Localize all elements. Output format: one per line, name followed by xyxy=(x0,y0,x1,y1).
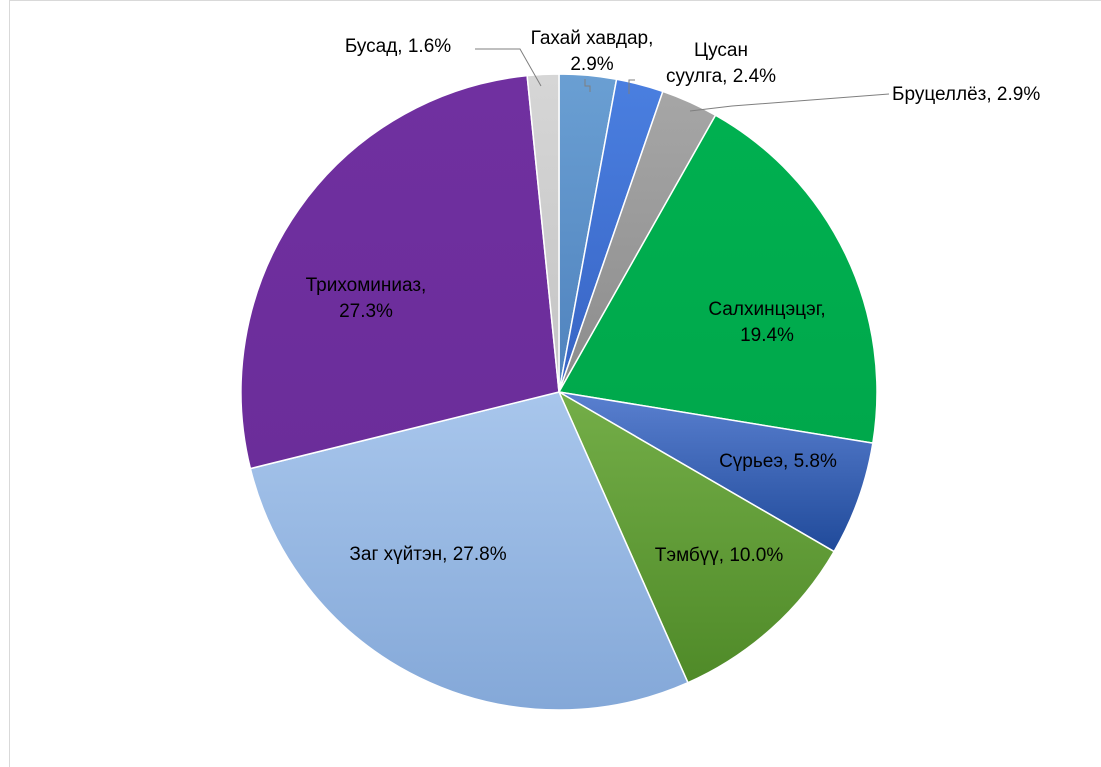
label-suriee-line-1: Сүрьеэ, 5.8% xyxy=(719,451,837,472)
label-busad: Бусад, 1.6% xyxy=(345,36,451,57)
label-trikhominiaz: Трихоминиаз, 27.3% xyxy=(306,275,427,322)
label-tsusan-suulga-leader-line xyxy=(628,79,635,94)
label-tembuu-line-1: Тэмбүү, 10.0% xyxy=(655,545,784,566)
label-trikhominiaz-line-2: 27.3% xyxy=(339,301,393,322)
slice-tembuu xyxy=(557,390,836,684)
label-brutsellyoz-leader-line xyxy=(689,93,890,112)
label-tsusan-suulga-line-1: Цусан xyxy=(694,40,748,61)
slice-trikhominiaz xyxy=(240,74,560,470)
slice-busad xyxy=(526,73,560,393)
slice-salkhintsetseg xyxy=(557,114,878,445)
label-tembuu: Тэмбүү, 10.0% xyxy=(655,545,784,566)
label-trikhominiaz-line-1: Трихоминиаз, xyxy=(306,275,427,296)
label-gahai-khavdar-leader-line xyxy=(584,79,591,92)
label-salkhintsetseg-line-1: Салхинцэцэг, xyxy=(708,299,825,320)
label-brutsellyoz-line-1: Бруцеллёз, 2.9% xyxy=(892,84,1040,105)
label-suriee: Сүрьеэ, 5.8% xyxy=(719,451,837,472)
label-gahai-khavdar: Гахай хавдар, 2.9% xyxy=(531,28,654,75)
label-busad-leader-line xyxy=(475,48,542,87)
label-gahai-khavdar-line-1: Гахай хавдар, xyxy=(531,28,654,49)
label-zag-khuiten-line-1: Заг хүйтэн, 27.8% xyxy=(349,544,506,565)
label-salkhintsetseg: Салхинцэцэг, 19.4% xyxy=(708,299,825,346)
label-tsusan-suulga: Цусан суулга, 2.4% xyxy=(666,40,776,87)
slice-zag-khuiten xyxy=(249,391,689,711)
label-brutsellyoz: Бруцеллёз, 2.9% xyxy=(892,84,1040,105)
label-busad-line-1: Бусад, 1.6% xyxy=(345,36,451,57)
label-zag-khuiten: Заг хүйтэн, 27.8% xyxy=(349,544,506,565)
label-salkhintsetseg-line-2: 19.4% xyxy=(740,325,794,346)
label-gahai-khavdar-line-2: 2.9% xyxy=(570,54,613,75)
label-tsusan-suulga-line-2: суулга, 2.4% xyxy=(666,66,776,87)
